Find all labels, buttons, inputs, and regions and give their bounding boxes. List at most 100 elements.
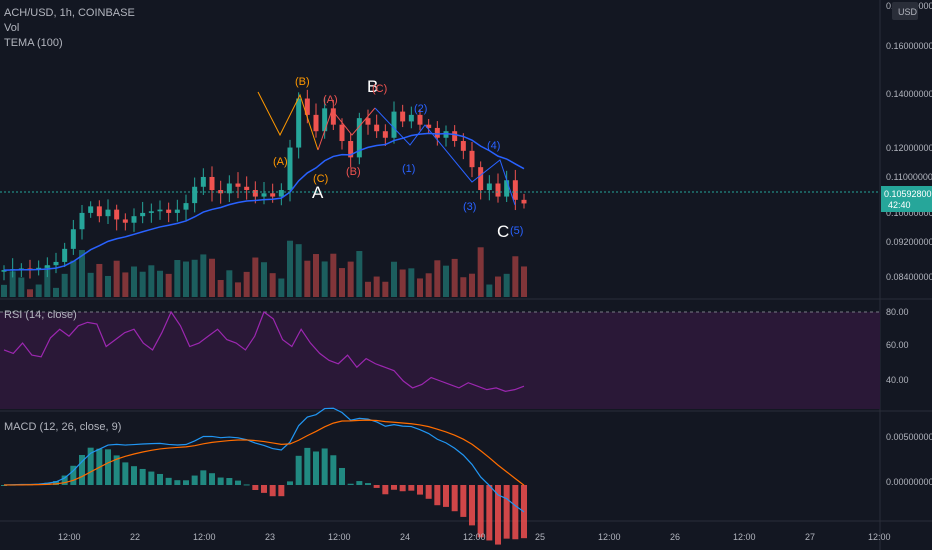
volume-bar — [486, 284, 493, 297]
volume-bar — [287, 240, 293, 297]
volume-bar — [399, 269, 406, 297]
volume-bar — [217, 280, 224, 297]
macd-histogram-bar — [330, 455, 337, 485]
macd-histogram-bar — [469, 485, 475, 526]
blue-label-5: (5) — [510, 225, 523, 237]
volume-bar — [139, 271, 146, 297]
candle-body — [226, 183, 232, 194]
volume-bar — [477, 247, 484, 297]
macd-histogram-bar — [321, 448, 328, 485]
orange-label-c: (C) — [313, 173, 328, 185]
volume-bar — [382, 281, 389, 297]
candle-body — [382, 131, 388, 138]
candle-body — [88, 206, 94, 213]
candle-body — [53, 261, 59, 266]
red-label-a: (A) — [323, 94, 338, 106]
red-label-b: (B) — [346, 166, 361, 178]
volume-bars — [1, 240, 527, 297]
candle-body — [18, 268, 24, 270]
vol-label: Vol — [4, 22, 19, 34]
volume-bar — [408, 268, 415, 297]
candle-body — [131, 216, 137, 223]
macd-histogram-bar — [365, 483, 371, 485]
candle-body — [460, 141, 466, 151]
volume-bar — [174, 260, 181, 297]
volume-bar — [209, 258, 215, 297]
macd-histogram-bar — [269, 485, 276, 497]
volume-bar — [70, 260, 77, 297]
candle-body — [157, 209, 163, 212]
macd-histogram-bar — [157, 473, 163, 485]
price-tick: 0.12000000 — [886, 143, 932, 153]
volume-bar — [79, 250, 85, 297]
tema-line — [3, 132, 525, 271]
macd-histogram — [1, 447, 527, 545]
blue-label-1: (1) — [402, 163, 415, 175]
volume-bar — [373, 276, 380, 297]
candle-body — [96, 206, 102, 217]
candle-body — [356, 118, 362, 158]
candle-body — [521, 199, 527, 204]
time-tick: 12:00 — [328, 532, 351, 542]
candle-body — [495, 183, 501, 197]
price-axis[interactable]: 0.18000000 0.16000000 0.14000000 0.12000… — [886, 1, 932, 282]
candle-body — [122, 219, 128, 223]
candle-body — [504, 180, 510, 197]
price-tick: 0.08400000 — [886, 272, 932, 282]
time-tick: 12:00 — [193, 532, 216, 542]
time-axis[interactable]: 12:00 22 12:00 23 12:00 24 12:00 25 12:0… — [58, 532, 891, 542]
volume-bar — [347, 261, 354, 297]
volume-bar — [495, 276, 501, 297]
candle-body — [417, 114, 423, 125]
macd-histogram-bar — [235, 480, 241, 485]
macd-histogram-bar — [486, 485, 493, 541]
macd-histogram-bar — [105, 449, 111, 485]
price-tick: 0.16000000 — [886, 41, 932, 51]
orange-label-b: (B) — [295, 76, 310, 88]
macd-histogram-bar — [460, 485, 467, 517]
candle-body — [330, 108, 336, 125]
macd-histogram-bar — [295, 455, 302, 485]
candle-body — [183, 203, 189, 210]
macd-histogram-bar — [382, 485, 389, 495]
volume-bar — [278, 278, 285, 297]
macd-label: MACD (12, 26, close, 9) — [4, 421, 121, 433]
volume-bar — [105, 275, 111, 297]
time-tick: 12:00 — [868, 532, 891, 542]
last-price-badge — [881, 186, 932, 212]
rsi-tick: 40.00 — [886, 375, 909, 385]
volume-bar — [191, 259, 198, 297]
candle-body — [200, 176, 206, 187]
volume-bar — [122, 272, 129, 297]
macd-histogram-bar — [79, 455, 85, 485]
candle-body — [209, 176, 215, 191]
candle-body — [166, 209, 172, 213]
macd-histogram-bar — [209, 473, 215, 485]
volume-bar — [503, 273, 510, 297]
macd-histogram-bar — [261, 485, 267, 493]
macd-histogram-bar — [252, 485, 259, 490]
macd-histogram-bar — [61, 475, 68, 485]
macd-histogram-bar — [139, 468, 146, 485]
macd-histogram-bar — [313, 451, 319, 485]
macd-histogram-bar — [347, 483, 354, 485]
blue-label-4: (4) — [487, 140, 500, 152]
signal-line — [3, 419, 525, 486]
candle-body — [192, 186, 198, 204]
volume-bar — [512, 256, 519, 297]
currency-badge[interactable] — [892, 2, 918, 20]
volume-bar — [460, 277, 467, 297]
candle-body — [105, 209, 111, 217]
volume-bar — [521, 266, 527, 297]
candle-body — [114, 209, 120, 220]
volume-bar — [96, 263, 103, 297]
volume-bar — [18, 277, 25, 297]
wave-label-C: C — [497, 222, 509, 241]
volume-bar — [356, 251, 363, 297]
volume-bar — [313, 254, 319, 297]
rsi-tick: 80.00 — [886, 307, 909, 317]
volume-bar — [443, 265, 449, 297]
volume-bar — [417, 278, 423, 297]
volume-bar — [226, 270, 233, 297]
